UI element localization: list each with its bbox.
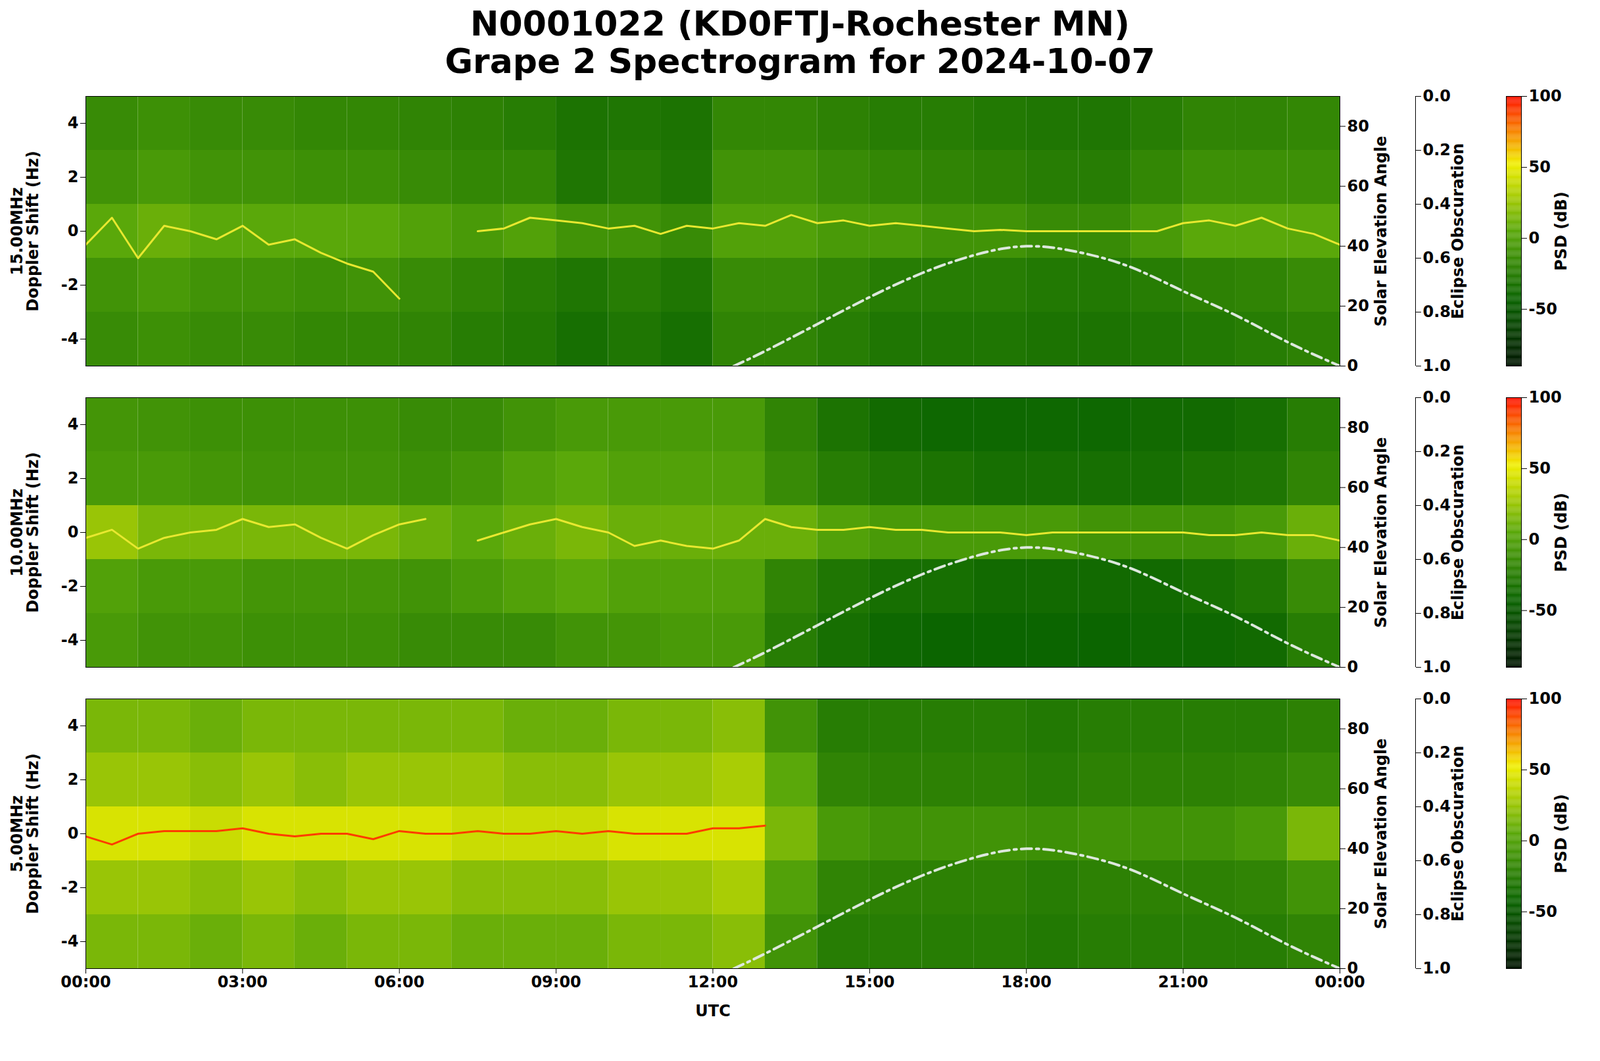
svg-text:-2: -2	[61, 276, 79, 295]
svg-text:0: 0	[67, 523, 79, 542]
svg-text:-2: -2	[61, 577, 79, 596]
svg-text:0: 0	[1528, 530, 1541, 549]
svg-text:80: 80	[1347, 719, 1370, 738]
svg-text:00:00: 00:00	[60, 972, 111, 992]
svg-text:50: 50	[1528, 157, 1551, 177]
svg-text:2: 2	[67, 469, 79, 488]
svg-text:21:00: 21:00	[1158, 972, 1209, 992]
html-text:Grape 2 Spectrogram for 2024-1: Grape 2 Spectrogram for 2024-10-07	[444, 41, 1156, 82]
svg-text:20: 20	[1347, 597, 1370, 617]
svg-text:0.8: 0.8	[1423, 604, 1452, 623]
svg-text:0.8: 0.8	[1423, 905, 1452, 924]
svg-text:00:00: 00:00	[1314, 972, 1365, 992]
svg-text:15.00MHzDoppler Shift (Hz): 15.00MHzDoppler Shift (Hz)	[7, 151, 43, 312]
svg-text:-4: -4	[61, 330, 79, 349]
svg-text:100: 100	[1528, 388, 1562, 408]
svg-text:03:00: 03:00	[217, 972, 268, 992]
svg-text:2: 2	[67, 168, 79, 187]
svg-text:0.4: 0.4	[1423, 797, 1452, 817]
svg-text:0.2: 0.2	[1423, 141, 1452, 160]
svg-text:PSD (dB): PSD (dB)	[1551, 192, 1571, 272]
svg-text:Solar Elevation Angle: Solar Elevation Angle	[1371, 136, 1391, 327]
svg-text:0: 0	[1347, 357, 1359, 376]
svg-text:4: 4	[67, 415, 79, 435]
svg-text:0.4: 0.4	[1423, 496, 1452, 515]
svg-text:50: 50	[1528, 760, 1551, 779]
svg-text:-50: -50	[1528, 299, 1558, 319]
svg-text:06:00: 06:00	[374, 972, 425, 992]
svg-text:-50: -50	[1528, 601, 1558, 620]
svg-text:0: 0	[67, 824, 79, 844]
svg-text:Eclipse Obscuration: Eclipse Obscuration	[1448, 444, 1468, 621]
svg-text:15:00: 15:00	[844, 972, 895, 992]
svg-text:20: 20	[1347, 898, 1370, 918]
svg-text:0.8: 0.8	[1423, 303, 1452, 322]
svg-text:-4: -4	[61, 932, 79, 951]
svg-text:0.0: 0.0	[1423, 87, 1452, 106]
svg-text:0.0: 0.0	[1423, 388, 1452, 408]
svg-text:PSD (dB): PSD (dB)	[1551, 794, 1571, 874]
svg-text:Solar Elevation Angle: Solar Elevation Angle	[1371, 437, 1391, 629]
svg-text:1.0: 1.0	[1423, 959, 1452, 978]
html-text:N0001022 (KD0FTJ-Rochester MN): N0001022 (KD0FTJ-Rochester MN)	[470, 3, 1130, 44]
svg-text:4: 4	[67, 716, 79, 736]
svg-text:0: 0	[1528, 831, 1541, 850]
svg-text:0.2: 0.2	[1423, 743, 1452, 763]
svg-text:100: 100	[1528, 689, 1562, 709]
svg-text:18:00: 18:00	[1001, 972, 1052, 992]
svg-text:12:00: 12:00	[687, 972, 738, 992]
svg-text:0.4: 0.4	[1423, 195, 1452, 214]
svg-text:0: 0	[1528, 228, 1541, 248]
svg-text:80: 80	[1347, 418, 1370, 437]
svg-text:40: 40	[1347, 537, 1370, 557]
svg-text:100: 100	[1528, 87, 1562, 106]
svg-text:40: 40	[1347, 236, 1370, 256]
svg-text:40: 40	[1347, 839, 1370, 858]
svg-text:0: 0	[67, 222, 79, 241]
svg-text:0.2: 0.2	[1423, 442, 1452, 461]
svg-text:4: 4	[67, 114, 79, 133]
svg-text:PSD (dB): PSD (dB)	[1551, 493, 1571, 573]
svg-text:5.00MHzDoppler Shift (Hz): 5.00MHzDoppler Shift (Hz)	[7, 753, 43, 915]
svg-text:0.6: 0.6	[1423, 249, 1452, 268]
svg-text:-2: -2	[61, 878, 79, 897]
svg-text:60: 60	[1347, 176, 1370, 196]
svg-text:0.6: 0.6	[1423, 851, 1452, 871]
svg-text:2: 2	[67, 770, 79, 790]
svg-text:10.00MHzDoppler Shift (Hz): 10.00MHzDoppler Shift (Hz)	[7, 452, 43, 613]
svg-text:50: 50	[1528, 459, 1551, 478]
svg-text:Eclipse Obscuration: Eclipse Obscuration	[1448, 745, 1468, 922]
svg-text:Solar Elevation Angle: Solar Elevation Angle	[1371, 738, 1391, 930]
svg-text:80: 80	[1347, 117, 1370, 136]
svg-text:1.0: 1.0	[1423, 357, 1452, 376]
svg-text:60: 60	[1347, 478, 1370, 497]
svg-text:1.0: 1.0	[1423, 658, 1452, 677]
svg-text:0: 0	[1347, 959, 1359, 978]
svg-text:-4: -4	[61, 631, 79, 650]
svg-text:60: 60	[1347, 779, 1370, 798]
svg-text:UTC: UTC	[695, 1001, 730, 1020]
svg-text:0.0: 0.0	[1423, 689, 1452, 709]
svg-text:Eclipse Obscuration: Eclipse Obscuration	[1448, 143, 1468, 320]
svg-text:-50: -50	[1528, 902, 1558, 921]
svg-text:0: 0	[1347, 658, 1359, 677]
svg-text:09:00: 09:00	[530, 972, 581, 992]
svg-text:0.6: 0.6	[1423, 550, 1452, 569]
svg-text:20: 20	[1347, 296, 1370, 316]
